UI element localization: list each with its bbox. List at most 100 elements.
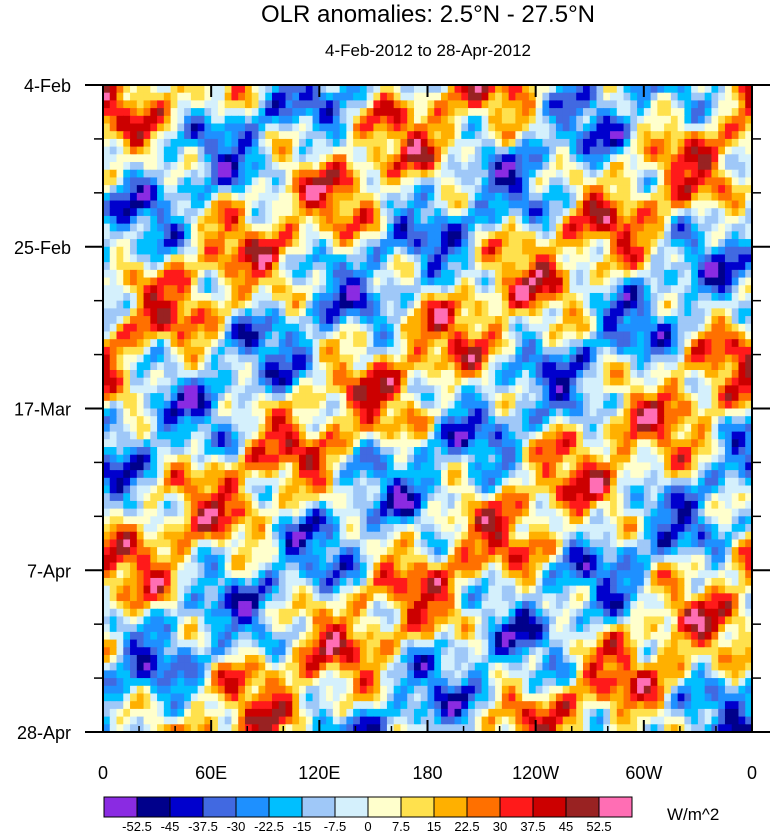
heatmap-cell bbox=[332, 385, 341, 394]
heatmap-cell bbox=[224, 470, 233, 479]
heatmap-cell bbox=[542, 208, 550, 217]
heatmap-cell bbox=[163, 423, 172, 433]
heatmap-cell bbox=[569, 123, 577, 132]
heatmap-cell bbox=[353, 277, 361, 286]
heatmap-cell bbox=[163, 92, 172, 101]
heatmap-cell bbox=[346, 162, 354, 171]
heatmap-cell bbox=[130, 369, 138, 379]
heatmap-cell bbox=[596, 177, 604, 186]
heatmap-cell bbox=[400, 262, 408, 271]
heatmap-cell bbox=[278, 300, 287, 309]
heatmap-cell bbox=[326, 331, 334, 340]
heatmap-cell bbox=[562, 354, 571, 363]
heatmap-cell bbox=[204, 408, 212, 417]
heatmap-cell bbox=[123, 92, 131, 101]
heatmap-cell bbox=[366, 362, 375, 371]
heatmap-cell bbox=[711, 177, 719, 186]
heatmap-cell bbox=[197, 200, 206, 209]
heatmap-cell bbox=[251, 269, 260, 279]
heatmap-cell bbox=[691, 316, 699, 325]
heatmap-cell bbox=[272, 100, 280, 109]
heatmap-cell bbox=[704, 316, 713, 325]
heatmap-cell bbox=[623, 100, 631, 109]
heatmap-cell bbox=[299, 92, 307, 101]
heatmap-cell bbox=[610, 393, 618, 402]
heatmap-cell bbox=[441, 185, 449, 194]
heatmap-cell bbox=[346, 269, 354, 279]
heatmap-cell bbox=[474, 146, 483, 155]
heatmap-cell bbox=[292, 331, 300, 340]
heatmap-cell bbox=[481, 200, 489, 209]
heatmap-cell bbox=[657, 269, 665, 279]
heatmap-cell bbox=[582, 177, 591, 186]
heatmap-cell bbox=[312, 131, 320, 140]
heatmap-cell bbox=[630, 185, 638, 194]
heatmap-cell bbox=[177, 400, 185, 410]
heatmap-cell bbox=[461, 239, 469, 248]
heatmap-cell bbox=[468, 246, 476, 256]
heatmap-cell bbox=[501, 262, 510, 271]
heatmap-cell bbox=[292, 100, 300, 109]
heatmap-cell bbox=[569, 131, 577, 140]
heatmap-cell bbox=[103, 408, 111, 417]
heatmap-cell bbox=[123, 470, 131, 479]
heatmap-cell bbox=[258, 246, 266, 256]
heatmap-cell bbox=[474, 323, 483, 333]
heatmap-cell bbox=[238, 285, 246, 294]
heatmap-cell bbox=[542, 169, 550, 179]
heatmap-cell bbox=[637, 439, 645, 448]
heatmap-cell bbox=[163, 416, 172, 425]
heatmap-cell bbox=[603, 462, 611, 471]
heatmap-cell bbox=[197, 323, 206, 333]
heatmap-cell bbox=[211, 138, 219, 148]
heatmap-cell bbox=[427, 377, 435, 386]
heatmap-cell bbox=[373, 146, 381, 155]
heatmap-cell bbox=[136, 123, 145, 132]
heatmap-cell bbox=[501, 470, 510, 479]
heatmap-cell bbox=[157, 423, 165, 433]
heatmap-cell bbox=[515, 439, 523, 448]
heatmap-cell bbox=[157, 316, 165, 325]
heatmap-cell bbox=[204, 285, 212, 294]
heatmap-cell bbox=[184, 477, 192, 487]
heatmap-cell bbox=[366, 462, 375, 471]
heatmap-cell bbox=[359, 177, 368, 186]
heatmap-cell bbox=[474, 269, 483, 279]
heatmap-cell bbox=[522, 454, 530, 464]
heatmap-cell bbox=[224, 447, 233, 456]
heatmap-cell bbox=[373, 400, 381, 410]
heatmap-cell bbox=[501, 269, 510, 279]
heatmap-cell bbox=[285, 231, 293, 240]
heatmap-cell bbox=[251, 346, 260, 356]
heatmap-cell bbox=[211, 316, 219, 325]
heatmap-cell bbox=[501, 115, 510, 125]
heatmap-cell bbox=[211, 185, 219, 194]
heatmap-cell bbox=[211, 408, 219, 417]
heatmap-cell bbox=[596, 285, 604, 294]
heatmap-cell bbox=[643, 138, 652, 148]
heatmap-cell bbox=[589, 254, 598, 263]
heatmap-cell bbox=[461, 223, 469, 232]
heatmap-cell bbox=[197, 146, 206, 155]
heatmap-cell bbox=[238, 154, 246, 163]
heatmap-cell bbox=[319, 292, 327, 302]
heatmap-cell bbox=[542, 131, 550, 140]
heatmap-cell bbox=[643, 115, 652, 125]
heatmap-cell bbox=[643, 316, 652, 325]
heatmap-cell bbox=[582, 108, 591, 117]
heatmap-cell bbox=[346, 231, 354, 240]
heatmap-cell bbox=[596, 462, 604, 471]
heatmap-cell bbox=[258, 169, 266, 179]
heatmap-cell bbox=[731, 262, 740, 271]
heatmap-cell bbox=[704, 377, 713, 386]
heatmap-cell bbox=[562, 254, 571, 263]
heatmap-cell bbox=[630, 146, 638, 155]
heatmap-cell bbox=[251, 131, 260, 140]
heatmap-cell bbox=[582, 239, 591, 248]
heatmap-cell bbox=[664, 300, 672, 309]
heatmap-cell bbox=[664, 115, 672, 125]
heatmap-cell bbox=[123, 346, 131, 356]
heatmap-cell bbox=[562, 92, 571, 101]
heatmap-cell bbox=[474, 408, 483, 417]
heatmap-cell bbox=[441, 377, 449, 386]
